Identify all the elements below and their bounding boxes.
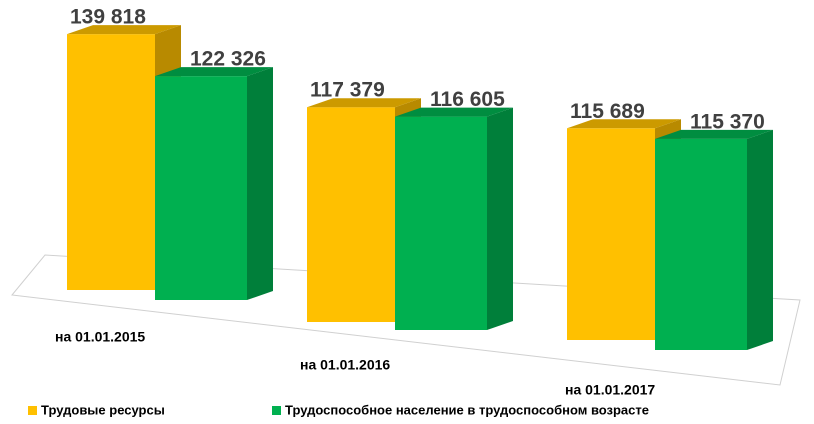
bar bbox=[155, 76, 247, 300]
bar bbox=[307, 107, 395, 322]
bar-top bbox=[155, 67, 273, 77]
legend-swatch bbox=[28, 406, 37, 415]
bar bbox=[567, 128, 655, 340]
bar-side bbox=[747, 129, 773, 350]
value-label: 122 326 bbox=[190, 48, 266, 71]
value-label: 139 818 bbox=[70, 6, 146, 29]
value-label: 115 370 bbox=[690, 110, 765, 133]
bar-top bbox=[307, 98, 421, 108]
bar bbox=[395, 116, 487, 330]
value-label: 115 689 bbox=[570, 100, 645, 123]
bar-top bbox=[395, 107, 513, 117]
bar-side bbox=[247, 67, 273, 300]
legend-label: Трудовые ресурсы bbox=[41, 402, 165, 417]
bar-top bbox=[655, 129, 773, 139]
category-label: на 01.01.2016 bbox=[300, 357, 390, 373]
legend-label: Трудоспособное население в трудоспособно… bbox=[285, 402, 649, 417]
legend-swatch bbox=[272, 406, 281, 415]
value-label: 117 379 bbox=[310, 79, 385, 102]
bar-top bbox=[67, 25, 181, 35]
bar-side bbox=[487, 107, 513, 330]
bar bbox=[655, 138, 747, 350]
bar-top bbox=[567, 119, 681, 129]
value-label: 116 605 bbox=[430, 88, 505, 111]
category-label: на 01.01.2017 bbox=[565, 382, 655, 398]
category-label: на 01.01.2015 bbox=[55, 329, 145, 345]
bar bbox=[67, 34, 155, 291]
